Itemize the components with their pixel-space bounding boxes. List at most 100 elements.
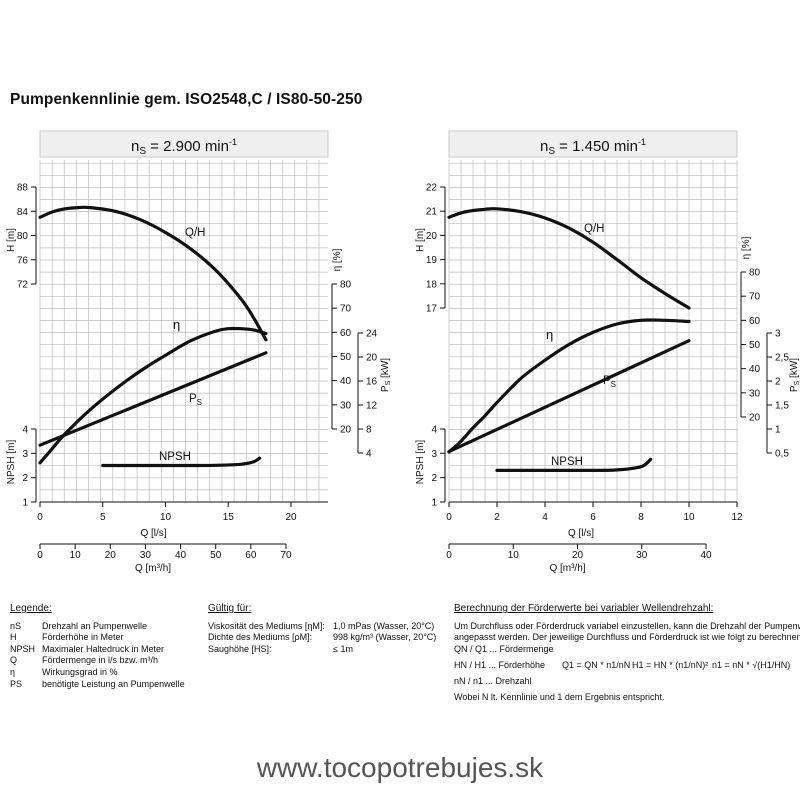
calc-intro-2: angepasst werden. Der jeweilige Durchflu… bbox=[454, 632, 800, 643]
valid-for-rows: Viskosität des Mediums [ηM]: 1,0 mPas (Wa… bbox=[208, 621, 448, 656]
legend-heading: Legende: bbox=[10, 603, 52, 614]
legend-item: NPSH Maximaler Haltedruck in Meter bbox=[10, 644, 210, 656]
x2-tick-label: 0 bbox=[37, 550, 43, 561]
legend-item: η Wirkungsgrad in % bbox=[10, 667, 210, 679]
h-tick-label: 80 bbox=[17, 231, 29, 242]
h-axis-label: H [m] bbox=[6, 228, 17, 252]
x-tick-label: 12 bbox=[731, 512, 743, 523]
eta-tick-label: 50 bbox=[340, 352, 352, 363]
x-tick-label: 15 bbox=[223, 512, 235, 523]
calc-def-h: HN / H1 ... Förderhöhe bbox=[454, 659, 546, 670]
eta-tick-label: 50 bbox=[749, 340, 761, 351]
efficiency-curve-label: η bbox=[546, 327, 553, 342]
chart-panel-1: nS = 2.900 min-1 0 5 10 15 20 Q [l/s] 0 10 20 30 40… bbox=[6, 130, 392, 574]
legend-symbol: PS bbox=[10, 678, 23, 689]
valid-key: Viskosität des Mediums [ηM]: bbox=[208, 620, 325, 631]
ps-tick-label: 1,5 bbox=[775, 401, 789, 412]
speed-calculation: Berechnung der Förderwerte bei variabler… bbox=[454, 603, 800, 703]
x-tick-label: 4 bbox=[542, 512, 548, 523]
x2-tick-label: 50 bbox=[210, 550, 222, 561]
speed-header-text: nS = 1.450 min-1 bbox=[540, 137, 646, 157]
x-tick-label: 8 bbox=[638, 512, 644, 523]
ps-tick-label: 20 bbox=[366, 353, 378, 364]
legend-symbol: NPSH bbox=[10, 643, 36, 654]
grid bbox=[39, 160, 328, 503]
ps-tick-label: 16 bbox=[366, 377, 378, 388]
legend-symbol: η bbox=[10, 666, 16, 677]
npsh-curve-label: NPSH bbox=[159, 451, 191, 463]
x-tick-label: 0 bbox=[446, 512, 452, 523]
x-tick-label: 10 bbox=[683, 512, 695, 523]
valid-row: Viskosität des Mediums [ηM]: 1,0 mPas (Wa… bbox=[208, 621, 448, 633]
h-tick-label: 19 bbox=[426, 255, 438, 266]
ps-axis-label: PS [kW] bbox=[789, 358, 800, 392]
x2-tick-label: 10 bbox=[508, 550, 520, 561]
x-tick-label: 10 bbox=[160, 512, 172, 523]
legend-text: benötigte Leistung an Pumpenwelle bbox=[42, 678, 185, 689]
x-axis-label: Q [l/s] bbox=[568, 528, 594, 539]
legend-symbol: nS bbox=[10, 620, 22, 631]
formula-q: Q1 = QN * n1/nN bbox=[562, 659, 631, 670]
npsh-curve bbox=[101, 456, 262, 468]
h-tick-label: 22 bbox=[426, 183, 438, 194]
valid-value: ≤ 1m bbox=[333, 643, 353, 654]
calc-def-q: QN / Q1 ... Fördermenge bbox=[454, 643, 554, 654]
page-title: Pumpenkennlinie gem. ISO2548,C / IS80-50… bbox=[10, 91, 363, 108]
valid-row: Saughöhe [HS]: ≤ 1m bbox=[208, 644, 448, 656]
eta-tick-label: 40 bbox=[749, 364, 761, 375]
h-tick-label: 20 bbox=[426, 231, 438, 242]
chart-panel-2: nS = 1.450 min-10 2 4 6 8 10 12Q [l/s]0 10 20 30 4… bbox=[415, 130, 800, 574]
x2-tick-label: 30 bbox=[636, 550, 648, 561]
valid-key: Saughöhe [HS]: bbox=[208, 643, 272, 654]
x-tick-label: 6 bbox=[590, 512, 596, 523]
npsh-tick-label: 1 bbox=[431, 498, 437, 509]
h-axis-label: H [m] bbox=[415, 228, 426, 252]
ps-axis-label: PS [kW] bbox=[380, 358, 392, 392]
eta-tick-label: 40 bbox=[340, 376, 352, 387]
h-tick-label: 72 bbox=[17, 280, 29, 291]
x-tick-label: 0 bbox=[37, 512, 43, 523]
legend-text: Wirkungsgrad in % bbox=[42, 666, 118, 677]
formula-h: H1 = HN * (n1/nN)² bbox=[632, 659, 709, 670]
eta-tick-label: 60 bbox=[340, 328, 352, 339]
legend-symbol: H bbox=[10, 632, 17, 643]
x2-tick-label: 30 bbox=[140, 550, 152, 561]
power-curve bbox=[38, 351, 268, 447]
ps-tick-label: 2,5 bbox=[775, 353, 789, 364]
x2-axis-label: Q [m³/h] bbox=[135, 563, 171, 574]
valid-for: Gültig für: Viskosität des Mediums [ηM]:… bbox=[208, 603, 448, 655]
efficiency-curve bbox=[447, 318, 691, 454]
legend-item: PS benötigte Leistung an Pumpenwelle bbox=[10, 679, 210, 691]
valid-for-heading: Gültig für: bbox=[208, 603, 252, 614]
legend-item: H Förderhöhe in Meter bbox=[10, 632, 210, 644]
calc-def-n: nN / n1 ... Drehzahl bbox=[454, 675, 532, 686]
valid-key: Dichte des Mediums [ρM]: bbox=[208, 632, 313, 643]
npsh-axis-label: NPSH [m] bbox=[6, 440, 17, 485]
legend-text: Drehzahl an Pumpenwelle bbox=[42, 620, 148, 631]
x2-axis-label: Q [m³/h] bbox=[549, 563, 585, 574]
x2-tick-label: 20 bbox=[105, 550, 117, 561]
eta-tick-label: 20 bbox=[749, 413, 761, 424]
valid-row: Dichte des Mediums [ρM]: 998 kg/m³ (Wasse… bbox=[208, 632, 448, 644]
x2-tick-label: 60 bbox=[245, 550, 257, 561]
efficiency-curve bbox=[38, 326, 268, 465]
ps-tick-label: 12 bbox=[366, 401, 378, 412]
eta-tick-label: 30 bbox=[749, 388, 761, 399]
formula-n: n1 = nN * √(H1/HN) bbox=[712, 659, 791, 670]
power-curve bbox=[447, 339, 691, 454]
ps-tick-label: 1 bbox=[775, 425, 781, 436]
eta-tick-label: 70 bbox=[749, 292, 761, 303]
calc-heading: Berechnung der Förderwerte bei variabler… bbox=[454, 603, 714, 614]
eta-tick-label: 70 bbox=[340, 304, 352, 315]
x2-tick-label: 40 bbox=[700, 550, 712, 561]
qh-curve bbox=[447, 207, 691, 310]
valid-value: 1,0 mPas (Wasser, 20°C) bbox=[333, 620, 435, 631]
x2-tick-label: 10 bbox=[70, 550, 82, 561]
npsh-curve bbox=[495, 457, 653, 472]
legend-item: nS Drehzahl an Pumpenwelle bbox=[10, 621, 210, 633]
npsh-tick-label: 4 bbox=[431, 425, 437, 436]
h-tick-label: 21 bbox=[426, 207, 438, 218]
ps-tick-label: 2 bbox=[775, 377, 781, 388]
qh-curve-label: Q/H bbox=[584, 223, 604, 235]
